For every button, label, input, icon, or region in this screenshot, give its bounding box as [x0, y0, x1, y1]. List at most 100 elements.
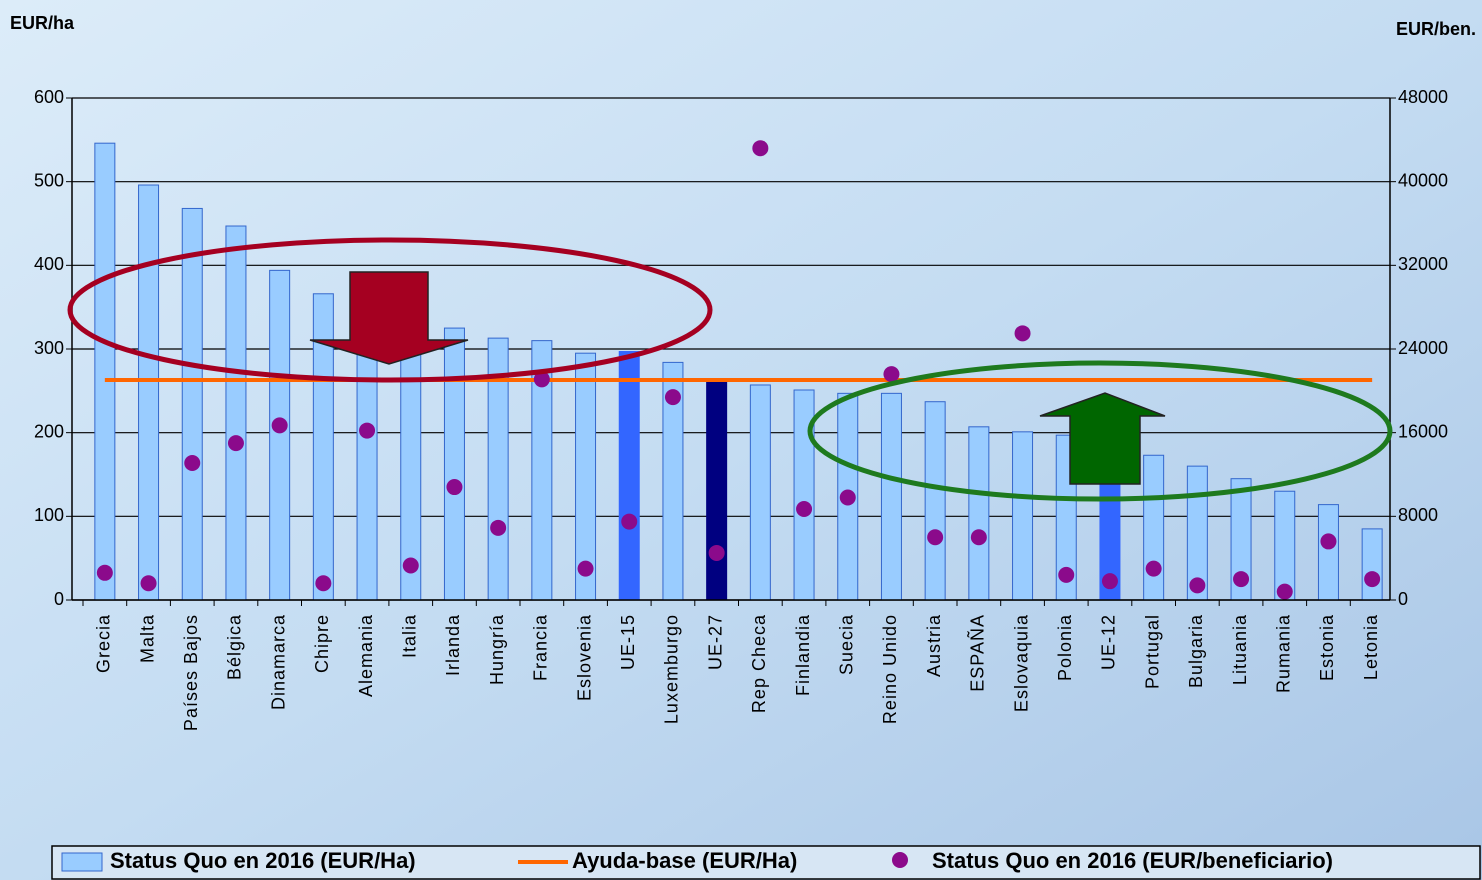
bar [444, 328, 464, 600]
bar [707, 380, 727, 600]
x-tick-label: Países Bajos [181, 614, 201, 731]
x-tick-label: Suecia [837, 614, 857, 675]
bar [619, 352, 639, 600]
point [796, 501, 812, 517]
x-tick-label: Austria [924, 614, 944, 677]
bar [1362, 529, 1382, 600]
x-tick-label: Rumania [1274, 614, 1294, 693]
y2-axis-label: EUR/ben. [1396, 19, 1476, 39]
x-tick-label: Eslovenia [574, 614, 594, 701]
bar [357, 347, 377, 600]
point [752, 140, 768, 156]
bar [1013, 432, 1033, 600]
x-tick-label: Irlanda [443, 614, 463, 676]
legend-label: Status Quo en 2016 (EUR/beneficiario) [932, 848, 1333, 873]
x-tick-label: Reino Unido [880, 614, 900, 724]
point [927, 529, 943, 545]
y-axis-label: EUR/ha [10, 13, 75, 33]
x-tick-label: Eslovaquia [1011, 614, 1031, 712]
y2-tick-label: 0 [1398, 589, 1408, 609]
bar [182, 208, 202, 600]
point [1102, 573, 1118, 589]
x-tick-label: Italia [400, 614, 420, 658]
y-tick-label: 200 [34, 421, 64, 441]
x-tick-label: Grecia [94, 614, 114, 673]
bar [95, 143, 115, 600]
point [1277, 584, 1293, 600]
x-tick-label: Portugal [1142, 614, 1162, 689]
point [141, 575, 157, 591]
point [403, 557, 419, 573]
bar [925, 402, 945, 600]
bar [969, 427, 989, 600]
x-tick-label: Rep Checa [749, 614, 769, 713]
y2-tick-label: 8000 [1398, 505, 1438, 525]
bar [139, 185, 159, 600]
x-tick-label: Polonia [1055, 614, 1075, 681]
x-tick-label: Bélgica [225, 614, 245, 680]
x-tick-label: Lituania [1230, 614, 1250, 685]
bar [881, 393, 901, 600]
x-tick-label: Luxemburgo [662, 614, 682, 724]
point [272, 417, 288, 433]
legend-label: Ayuda-base (EUR/Ha) [572, 848, 797, 873]
point [228, 435, 244, 451]
point [315, 575, 331, 591]
point [359, 423, 375, 439]
point [490, 520, 506, 536]
y-tick-label: 300 [34, 338, 64, 358]
point [621, 514, 637, 530]
point [446, 479, 462, 495]
y-tick-label: 600 [34, 87, 64, 107]
y-tick-label: 0 [54, 589, 64, 609]
y2-tick-label: 48000 [1398, 87, 1448, 107]
point [1320, 533, 1336, 549]
legend-swatch [892, 852, 908, 868]
x-tick-label: Finlandia [793, 614, 813, 696]
y2-tick-label: 40000 [1398, 170, 1448, 190]
point [1189, 577, 1205, 593]
y2-tick-label: 32000 [1398, 254, 1448, 274]
y2-tick-label: 24000 [1398, 338, 1448, 358]
point [184, 455, 200, 471]
x-tick-label: UE-27 [705, 614, 725, 670]
bar [1318, 505, 1338, 600]
x-tick-label: Alemania [356, 614, 376, 697]
x-tick-label: Chipre [312, 614, 332, 673]
point [1015, 325, 1031, 341]
legend-label: Status Quo en 2016 (EUR/Ha) [110, 848, 416, 873]
x-tick-label: Francia [531, 614, 551, 681]
legend: Status Quo en 2016 (EUR/Ha) Ayuda-base (… [52, 846, 1480, 879]
x-tick-label: Bulgaria [1186, 614, 1206, 688]
chart: EUR/ha EUR/ben. 0 100 200 300 400 500 600 0 8000… [0, 0, 1482, 880]
point [1233, 571, 1249, 587]
bar [750, 385, 770, 600]
background [0, 0, 1482, 880]
x-tick-label: UE-12 [1099, 614, 1119, 670]
point [1146, 561, 1162, 577]
y-tick-label: 500 [34, 170, 64, 190]
x-tick-label: Hungría [487, 614, 507, 685]
x-tick-label: Malta [137, 614, 157, 663]
point [665, 389, 681, 405]
bar [1144, 455, 1164, 600]
point [709, 545, 725, 561]
point [97, 565, 113, 581]
bar [270, 270, 290, 600]
point [1058, 567, 1074, 583]
y-tick-label: 400 [34, 254, 64, 274]
y2-tick-label: 16000 [1398, 421, 1448, 441]
x-tick-label: UE-15 [618, 614, 638, 670]
point [971, 529, 987, 545]
point [883, 366, 899, 382]
x-tick-label: Estonia [1317, 614, 1337, 681]
x-tick-label: Dinamarca [268, 614, 288, 710]
legend-swatch [62, 853, 102, 871]
y-tick-label: 100 [34, 505, 64, 525]
point [840, 490, 856, 506]
bar [226, 226, 246, 600]
x-tick-label: Letonia [1361, 614, 1381, 680]
point [578, 561, 594, 577]
x-tick-label: ESPAÑA [967, 614, 988, 692]
point [1364, 571, 1380, 587]
